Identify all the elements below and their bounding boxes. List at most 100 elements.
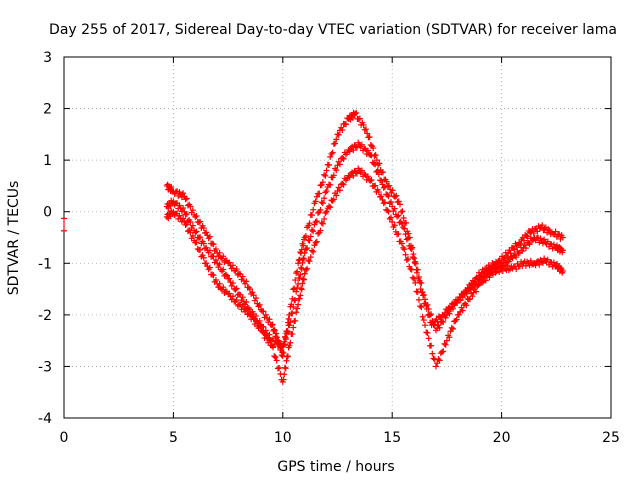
y-axis-label: SDTVAR / TECUs — [6, 181, 22, 296]
data-point-fill — [189, 222, 196, 229]
data-point-fill — [183, 221, 190, 228]
data-point-fill — [383, 178, 390, 185]
data-point-fill — [176, 212, 183, 219]
data-point-fill — [399, 208, 406, 215]
data-point-fill — [229, 293, 236, 300]
data-point-fill — [302, 246, 309, 253]
data-point-fill — [469, 293, 476, 300]
data-point-fill — [336, 161, 343, 168]
data-point-fill — [440, 348, 447, 355]
data-point-fill — [431, 321, 438, 328]
data-point-fill — [239, 302, 246, 309]
data-point — [400, 244, 407, 251]
data-point-fill — [398, 240, 405, 247]
data-point-fill — [315, 210, 322, 217]
data-point-fill — [453, 316, 460, 323]
data-point — [246, 286, 253, 293]
data-point — [422, 322, 429, 329]
data-point — [279, 353, 286, 360]
data-point-fill — [310, 206, 317, 213]
data-point-fill — [233, 285, 240, 292]
plot-frame — [63, 56, 612, 419]
data-point-fill — [346, 148, 353, 155]
data-point-fill — [353, 109, 360, 116]
data-point-fill — [448, 324, 455, 331]
data-point-fill — [366, 133, 373, 140]
data-point-fill — [327, 153, 334, 160]
data-point-fill — [212, 246, 219, 253]
data-point-fill — [306, 237, 313, 244]
data-point-fill — [280, 376, 287, 383]
data-point-fill — [388, 189, 395, 196]
data-point-fill — [319, 179, 326, 186]
data-point-fill — [295, 257, 302, 264]
data-point-fill — [253, 312, 260, 319]
data-point-fill — [415, 296, 422, 303]
data-point-fill — [439, 348, 446, 355]
data-point-fill — [297, 292, 304, 299]
data-point — [395, 198, 402, 205]
data-point — [362, 126, 369, 133]
data-point-fill — [358, 167, 365, 174]
data-point-fill — [308, 212, 315, 219]
data-point-fill — [486, 274, 493, 281]
data-point-fill — [239, 273, 246, 280]
data-point-fill — [379, 169, 386, 176]
data-point-fill — [229, 280, 236, 287]
data-point-fill — [290, 303, 297, 310]
data-point-fill — [282, 336, 289, 343]
data-point — [367, 177, 374, 184]
data-point-fill — [183, 210, 190, 217]
data-point-fill — [463, 302, 470, 309]
data-point-fill — [418, 280, 425, 287]
data-point-fill — [340, 155, 347, 162]
data-point — [279, 342, 286, 349]
data-point-fill — [414, 288, 421, 295]
data-point-fill — [298, 286, 305, 293]
data-point-fill — [197, 246, 204, 253]
data-point-fill — [232, 286, 239, 293]
data-point-fill — [243, 305, 250, 312]
data-point-fill — [534, 228, 541, 235]
data-point-fill — [307, 254, 314, 261]
data-point-fill — [266, 316, 273, 323]
data-point-fill — [239, 294, 246, 301]
data-point-fill — [349, 114, 356, 121]
data-point-fill — [479, 279, 486, 286]
y-tick-label: 1 — [43, 153, 52, 169]
data-point-fill — [552, 228, 559, 235]
data-point-fill — [260, 323, 267, 330]
data-point — [312, 239, 319, 246]
data-point-fill — [313, 238, 320, 245]
data-point-fill — [524, 233, 531, 240]
data-point-fill — [296, 274, 303, 281]
data-point-fill — [387, 199, 394, 206]
data-point-fill — [256, 323, 263, 330]
data-point-fill — [280, 342, 287, 349]
data-point-fill — [180, 205, 187, 212]
data-point-fill — [396, 201, 403, 208]
y-tick-label: -1 — [38, 256, 52, 272]
data-point-fill — [471, 285, 478, 292]
data-point-fill — [449, 305, 456, 312]
data-point-fill — [386, 200, 393, 207]
data-point-fill — [306, 258, 313, 265]
data-point-fill — [391, 222, 398, 229]
data-point — [301, 249, 308, 256]
data-point-fill — [402, 251, 409, 258]
data-point-fill — [210, 253, 217, 260]
data-point-fill — [335, 158, 342, 165]
data-point — [301, 270, 308, 277]
data-point-fill — [430, 355, 437, 362]
data-point-fill — [391, 205, 398, 212]
data-point-fill — [361, 171, 368, 178]
data-point-fill — [392, 193, 399, 200]
data-point-fill — [333, 136, 340, 143]
data-point-fill — [296, 295, 303, 302]
data-point-fill — [300, 276, 307, 283]
data-point-fill — [473, 288, 480, 295]
data-point-fill — [210, 241, 217, 248]
data-point-fill — [387, 214, 394, 221]
data-point-fill — [276, 339, 283, 346]
data-point-fill — [425, 306, 432, 313]
